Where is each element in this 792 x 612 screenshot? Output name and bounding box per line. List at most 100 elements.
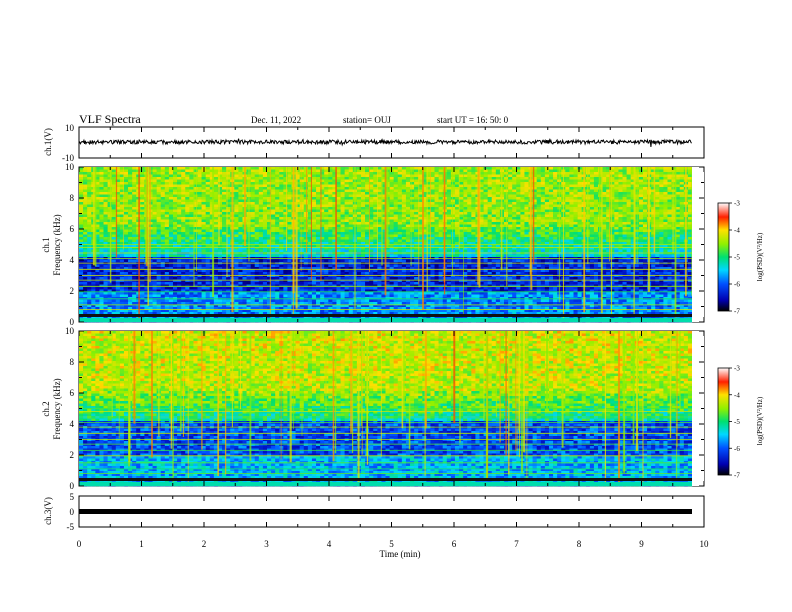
spectrogram-cell <box>484 210 488 213</box>
spectrogram-cell <box>496 167 500 170</box>
spectrogram-cell <box>459 245 463 248</box>
spectrogram-cell <box>132 190 136 193</box>
spectrogram-cell <box>181 187 185 190</box>
spectrogram-cell <box>398 217 402 220</box>
spectrogram-cell <box>541 195 545 198</box>
spectrogram-cell <box>165 227 169 230</box>
spectrogram-cell <box>414 190 418 193</box>
spectrogram-cell <box>406 245 410 248</box>
spectrogram-cell <box>451 167 455 170</box>
spectrogram-cell <box>459 227 463 230</box>
spectrogram-cell <box>545 167 549 170</box>
spectrogram-cell <box>390 177 394 180</box>
spectrogram-cell <box>484 217 488 220</box>
spectrogram-cell <box>279 200 283 203</box>
spectrogram-cell <box>377 192 381 195</box>
spectrogram-cell <box>259 230 263 233</box>
spectrogram-cell <box>573 187 577 190</box>
spectrogram-cell <box>398 207 402 210</box>
spectrogram-cell <box>361 230 365 233</box>
spectrogram-cell <box>569 212 573 215</box>
spectrogram-cell <box>663 235 667 238</box>
spectrogram-cell <box>79 180 83 183</box>
spectrogram-cell <box>177 210 181 213</box>
spectrogram-cell <box>214 170 218 173</box>
spectrogram-cell <box>214 167 218 170</box>
spectrogram-cell <box>324 230 328 233</box>
spectrogram-cell <box>283 180 287 183</box>
spectrogram-cell <box>484 192 488 195</box>
spectrogram-cell <box>259 227 263 230</box>
spectrogram-cell <box>680 187 684 190</box>
spectrogram-cell <box>430 217 434 220</box>
spectrogram-cell <box>488 232 492 235</box>
spectrogram-cell <box>508 235 512 238</box>
spectrogram-cell <box>189 227 193 230</box>
spectrogram-cell <box>410 202 414 205</box>
spectrogram-cell <box>328 210 332 213</box>
spectrogram-cell <box>181 192 185 195</box>
spectrogram-cell <box>406 232 410 235</box>
spectrogram-cell <box>287 235 291 238</box>
spectrogram-cell <box>484 222 488 225</box>
spectrogram-cell <box>206 180 210 183</box>
spectrogram-cell <box>161 232 165 235</box>
spectrogram-cell <box>508 192 512 195</box>
spectrogram-cell <box>373 185 377 188</box>
spectrogram-cell <box>504 177 508 180</box>
spectrogram-cell <box>402 215 406 218</box>
spectrogram-cell <box>663 237 667 240</box>
spectrogram-cell <box>234 225 238 228</box>
spectrogram-cell <box>439 192 443 195</box>
spectrogram-cell <box>255 187 259 190</box>
spectrogram-cell <box>377 232 381 235</box>
spectrogram-cell <box>124 182 128 185</box>
spectrogram-cell <box>447 190 451 193</box>
spectrogram-cell <box>430 172 434 175</box>
spectrogram-cell <box>251 232 255 235</box>
spectrogram-cell <box>165 232 169 235</box>
spectrogram-cell <box>177 195 181 198</box>
spectrogram-cell <box>324 182 328 185</box>
spectrogram-cell <box>553 227 557 230</box>
spectrogram-cell <box>459 167 463 170</box>
spectrogram-cell <box>618 180 622 183</box>
spectrogram-cell <box>459 192 463 195</box>
spectrogram-cell <box>365 197 369 200</box>
spectrogram-cell <box>316 207 320 210</box>
spectrogram-cell <box>439 227 443 230</box>
spectrogram-cell <box>451 197 455 200</box>
spectrogram-cell <box>520 192 524 195</box>
spectrogram-cell <box>316 210 320 213</box>
spectrogram-cell <box>512 220 516 223</box>
spectrogram-cell <box>161 227 165 230</box>
spectrogram-cell <box>365 225 369 228</box>
spectrogram-cell <box>234 240 238 243</box>
spectrogram-cell <box>439 235 443 238</box>
spectrogram-cell <box>365 190 369 193</box>
spectrogram-cell <box>259 245 263 248</box>
spectrogram-cell <box>165 197 169 200</box>
spectrogram-cell <box>263 190 267 193</box>
spectrogram-cell <box>667 195 671 198</box>
spectrogram-cell <box>259 200 263 203</box>
spectrogram-cell <box>140 212 144 215</box>
spectrogram-cell <box>377 187 381 190</box>
spectrogram-cell <box>618 182 622 185</box>
spectrogram-cell <box>578 180 582 183</box>
spectrogram-cell <box>341 192 345 195</box>
spectrogram-cell <box>328 202 332 205</box>
spectrogram-cell <box>627 167 631 170</box>
spectrogram-cell <box>234 175 238 178</box>
spectrogram-cell <box>688 175 692 178</box>
spectrogram-cell <box>508 205 512 208</box>
spectrogram-cell <box>447 200 451 203</box>
spectrogram-cell <box>255 182 259 185</box>
spectrogram-cell <box>394 175 398 178</box>
spectrogram-cell <box>251 217 255 220</box>
spectrogram-cell <box>680 190 684 193</box>
spectrogram-cell <box>185 170 189 173</box>
spectrogram-cell <box>328 232 332 235</box>
spectrogram-cell <box>128 215 132 218</box>
spectrogram-cell <box>471 205 475 208</box>
